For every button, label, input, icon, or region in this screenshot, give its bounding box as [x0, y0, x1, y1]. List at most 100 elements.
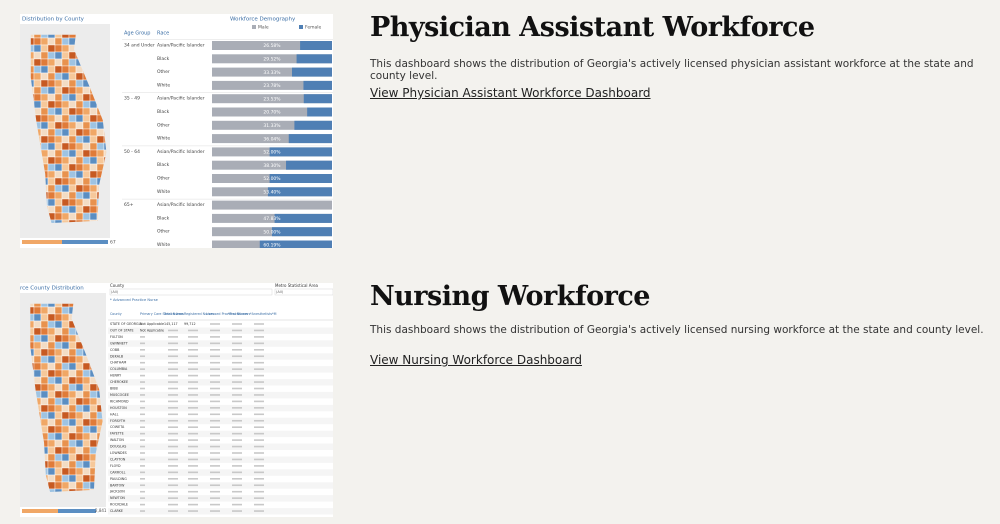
county [68, 425, 77, 434]
county [68, 362, 77, 371]
county [40, 418, 49, 427]
race: Other [157, 229, 170, 235]
county [54, 114, 63, 123]
county [54, 327, 63, 336]
county [68, 72, 77, 81]
county [82, 121, 91, 130]
county [82, 156, 91, 165]
table-cell: 145,117 [164, 322, 178, 326]
county [82, 432, 91, 441]
county [75, 460, 84, 469]
county [54, 313, 63, 322]
county [82, 453, 91, 462]
county [40, 320, 49, 329]
table-cell: CLAYTON [110, 457, 126, 461]
table-cell: COLUMBIA [110, 367, 128, 371]
row-stripe [108, 456, 333, 463]
filter-label: Metro Statistical Area [275, 283, 319, 288]
header: Age Group [124, 31, 150, 37]
cell-placeholder [232, 342, 242, 345]
county [33, 348, 42, 357]
table-cell: Not Applicable [140, 328, 164, 332]
county [47, 306, 56, 315]
cell-placeholder [188, 465, 198, 467]
race: Asian/Pacific Islander [157, 43, 205, 49]
county [89, 149, 98, 158]
county [40, 362, 49, 371]
county [75, 397, 84, 406]
county [54, 376, 63, 385]
county [47, 362, 56, 371]
table-cell: NEWTON [110, 496, 125, 500]
filter-value: (All) [111, 290, 119, 294]
county [68, 121, 77, 130]
county [33, 79, 42, 88]
cell-placeholder [168, 419, 178, 422]
cell-placeholder [232, 355, 242, 358]
bar-label: 31.33% [263, 123, 281, 129]
cell-placeholder [140, 374, 145, 377]
cell-placeholder [210, 510, 220, 512]
county [54, 348, 63, 357]
county [33, 51, 42, 60]
county [61, 114, 70, 123]
county [47, 467, 56, 476]
cell-placeholder [232, 478, 242, 480]
dashboard-thumbnail[interactable]: Distribution by County 67 Workforce Demogr… [20, 14, 333, 248]
county [54, 170, 63, 179]
cell-placeholder [188, 426, 198, 428]
county [68, 156, 77, 165]
county [54, 334, 63, 343]
county [47, 488, 56, 493]
dashboard-thumbnail[interactable]: rce County Distribution 2,841 County (All) M… [20, 283, 333, 517]
county [75, 383, 84, 392]
bar-female [296, 54, 332, 64]
county [54, 37, 63, 46]
cell-placeholder [168, 361, 178, 364]
dashboard-link[interactable]: View Nursing Workforce Dashboard [370, 353, 582, 367]
table-cell: CLARKE [110, 509, 123, 513]
county [89, 404, 98, 413]
cell-placeholder [188, 355, 198, 358]
cell-placeholder [140, 465, 145, 467]
county [33, 355, 42, 364]
cell-placeholder [140, 394, 145, 396]
bar-label: 47.83% [263, 216, 281, 222]
cell-placeholder [188, 336, 198, 338]
county [54, 446, 63, 455]
county [75, 425, 84, 434]
cell-placeholder [168, 452, 178, 454]
cell-placeholder [210, 342, 220, 345]
county [47, 320, 56, 329]
county [47, 432, 56, 441]
county [61, 86, 70, 95]
row-stripe [108, 508, 333, 515]
cell-placeholder [232, 465, 242, 467]
dashboard-link[interactable]: View Physician Assistant Workforce Dashb… [370, 86, 651, 100]
table-cell: OUT OF STATE [110, 328, 134, 332]
bar-female [269, 147, 332, 157]
table-cell: BARTOW [110, 483, 125, 487]
cell-placeholder [168, 336, 178, 338]
cell-placeholder [140, 484, 145, 487]
table-cell: CHATHAM [110, 361, 127, 365]
county [54, 93, 63, 102]
county [75, 93, 84, 102]
county [61, 369, 70, 378]
county [47, 128, 56, 137]
cell-placeholder [188, 484, 198, 487]
row-stripe [108, 417, 333, 425]
county [68, 439, 77, 448]
cell-placeholder [210, 419, 220, 422]
table-cell: CHEROKEE [110, 380, 128, 384]
county [54, 390, 63, 399]
legend-max: 2,841 [95, 508, 107, 513]
county [61, 383, 70, 392]
county [33, 100, 42, 109]
table-cell: HALL [110, 412, 119, 416]
county [54, 212, 63, 221]
cell-placeholder [188, 381, 198, 383]
column-header: Primary Care Service Area [140, 312, 183, 316]
county [40, 51, 49, 60]
